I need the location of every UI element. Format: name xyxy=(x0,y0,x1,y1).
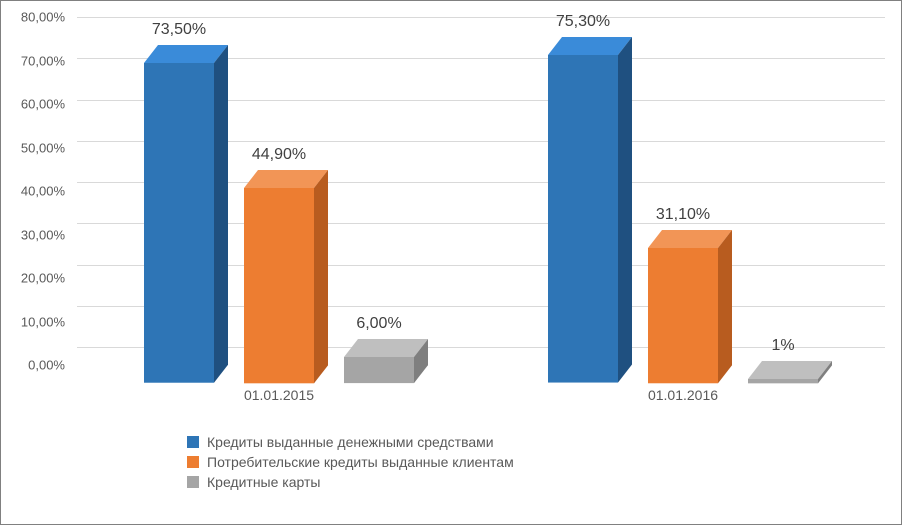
bar-3d-faces xyxy=(344,339,428,383)
bar-3d-faces xyxy=(748,361,832,383)
plot-area: 73,50% 44,90% 6,00% 75,30% 31,10% 1% xyxy=(77,17,885,383)
y-axis: 0,00%10,00%20,00%30,00%40,00%50,00%60,00… xyxy=(7,17,69,365)
bar-3d-faces xyxy=(144,45,228,383)
data-label: 73,50% xyxy=(152,21,206,39)
y-tick-label: 50,00% xyxy=(21,140,65,155)
data-label: 6,00% xyxy=(356,315,401,333)
bars-layer: 73,50%44,90%6,00%75,30%31,10%1% xyxy=(77,17,885,365)
y-tick-label: 70,00% xyxy=(21,53,65,68)
y-tick-label: 10,00% xyxy=(21,314,65,329)
legend-item: Кредиты выданные денежными средствами xyxy=(187,434,855,450)
bar: 1% xyxy=(748,361,818,383)
data-label: 75,30% xyxy=(556,13,610,31)
legend-label: Потребительские кредиты выданные клиента… xyxy=(207,454,514,470)
y-tick-label: 30,00% xyxy=(21,227,65,242)
chart-container: 0,00% 10,00% 20,00% 30,00% 40,00% 50,00% 60,00… xyxy=(0,0,902,525)
legend-label: Кредитные карты xyxy=(207,474,320,490)
bar: 31,10% xyxy=(648,230,718,383)
legend: Кредиты выданные денежными средствами Пот… xyxy=(187,434,855,512)
data-label: 1% xyxy=(771,337,794,355)
plot-wrap: 0,00% 10,00% 20,00% 30,00% 40,00% 50,00% 60,00… xyxy=(7,7,895,433)
x-axis: 01.01.2015 01.01.2016 xyxy=(77,385,885,415)
y-tick-label: 20,00% xyxy=(21,271,65,286)
data-label: 31,10% xyxy=(656,206,710,224)
bar-3d-faces xyxy=(244,170,328,383)
legend-swatch xyxy=(187,476,199,488)
bar-3d-faces xyxy=(648,230,732,383)
y-tick-label: 80,00% xyxy=(21,10,65,25)
y-tick-label: 40,00% xyxy=(21,184,65,199)
legend-swatch xyxy=(187,436,199,448)
bar-3d-faces xyxy=(548,37,632,383)
data-label: 44,90% xyxy=(252,146,306,164)
legend-label: Кредиты выданные денежными средствами xyxy=(207,434,494,450)
bar: 44,90% xyxy=(244,170,314,383)
bar: 73,50% xyxy=(144,45,214,383)
bar: 75,30% xyxy=(548,37,618,383)
chart-inner: 0,00% 10,00% 20,00% 30,00% 40,00% 50,00% 60,00… xyxy=(7,7,895,518)
y-tick-label: 60,00% xyxy=(21,97,65,112)
x-tick-label: 01.01.2015 xyxy=(244,387,314,403)
y-tick-label: 0,00% xyxy=(28,358,65,373)
legend-item: Кредитные карты xyxy=(187,474,855,490)
x-tick-label: 01.01.2016 xyxy=(648,387,718,403)
bar: 6,00% xyxy=(344,339,414,383)
legend-swatch xyxy=(187,456,199,468)
legend-item: Потребительские кредиты выданные клиента… xyxy=(187,454,855,470)
